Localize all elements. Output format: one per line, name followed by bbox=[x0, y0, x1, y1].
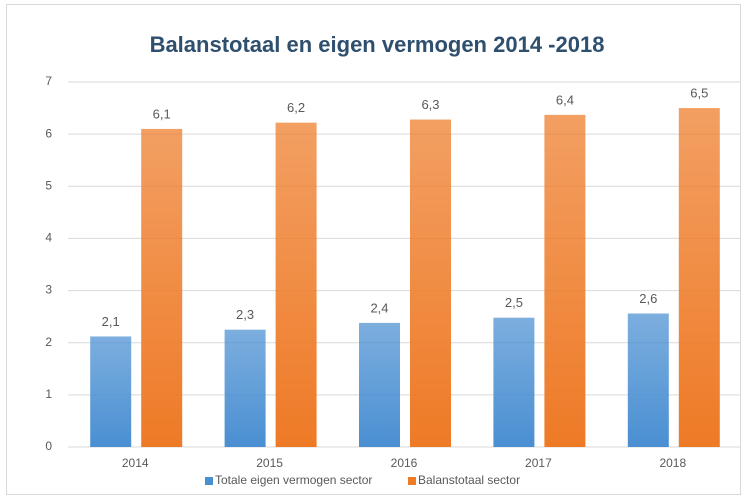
y-tick-label: 2 bbox=[45, 335, 52, 349]
data-label: 6,3 bbox=[421, 97, 439, 112]
bar bbox=[627, 313, 669, 447]
data-label: 2,6 bbox=[639, 291, 657, 306]
data-label: 2,1 bbox=[102, 314, 120, 329]
x-tick-label: 2018 bbox=[659, 456, 686, 470]
data-label: 6,2 bbox=[287, 100, 305, 115]
y-tick-label: 4 bbox=[45, 231, 52, 245]
bar bbox=[90, 336, 132, 447]
bar bbox=[275, 122, 317, 448]
data-label: 6,5 bbox=[690, 86, 708, 101]
y-tick-label: 3 bbox=[45, 283, 52, 297]
bar bbox=[410, 119, 451, 448]
y-tick-label: 5 bbox=[45, 178, 52, 192]
data-label: 2,4 bbox=[370, 300, 388, 315]
x-tick-label: 2017 bbox=[525, 456, 552, 470]
y-tick-label: 0 bbox=[45, 439, 52, 453]
legend-label: Balanstotaal sector bbox=[418, 473, 520, 487]
bar bbox=[544, 114, 586, 447]
bar bbox=[141, 128, 183, 447]
bar bbox=[493, 317, 535, 447]
chart-title: Balanstotaal en eigen vermogen 2014 -201… bbox=[150, 32, 605, 57]
x-tick-label: 2016 bbox=[391, 456, 418, 470]
y-tick-label: 7 bbox=[45, 74, 52, 88]
data-label: 2,3 bbox=[236, 307, 254, 322]
bar bbox=[678, 108, 720, 448]
legend-label: Totale eigen vermogen sector bbox=[215, 473, 372, 487]
data-label: 6,1 bbox=[153, 106, 171, 121]
legend-swatch bbox=[408, 477, 416, 485]
bar bbox=[359, 322, 400, 447]
data-label: 6,4 bbox=[556, 92, 574, 107]
legend-swatch bbox=[205, 477, 213, 485]
bar bbox=[224, 329, 266, 447]
x-tick-label: 2015 bbox=[256, 456, 283, 470]
x-tick-label: 2014 bbox=[122, 456, 149, 470]
data-label: 2,5 bbox=[505, 295, 523, 310]
y-tick-label: 6 bbox=[45, 126, 52, 140]
y-tick-label: 1 bbox=[45, 387, 52, 401]
